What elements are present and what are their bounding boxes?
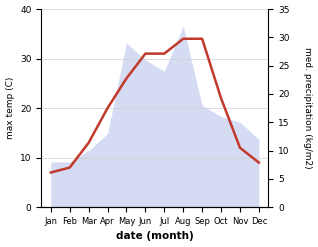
X-axis label: date (month): date (month) (116, 231, 194, 242)
Y-axis label: med. precipitation (kg/m2): med. precipitation (kg/m2) (303, 47, 313, 169)
Y-axis label: max temp (C): max temp (C) (5, 77, 15, 139)
